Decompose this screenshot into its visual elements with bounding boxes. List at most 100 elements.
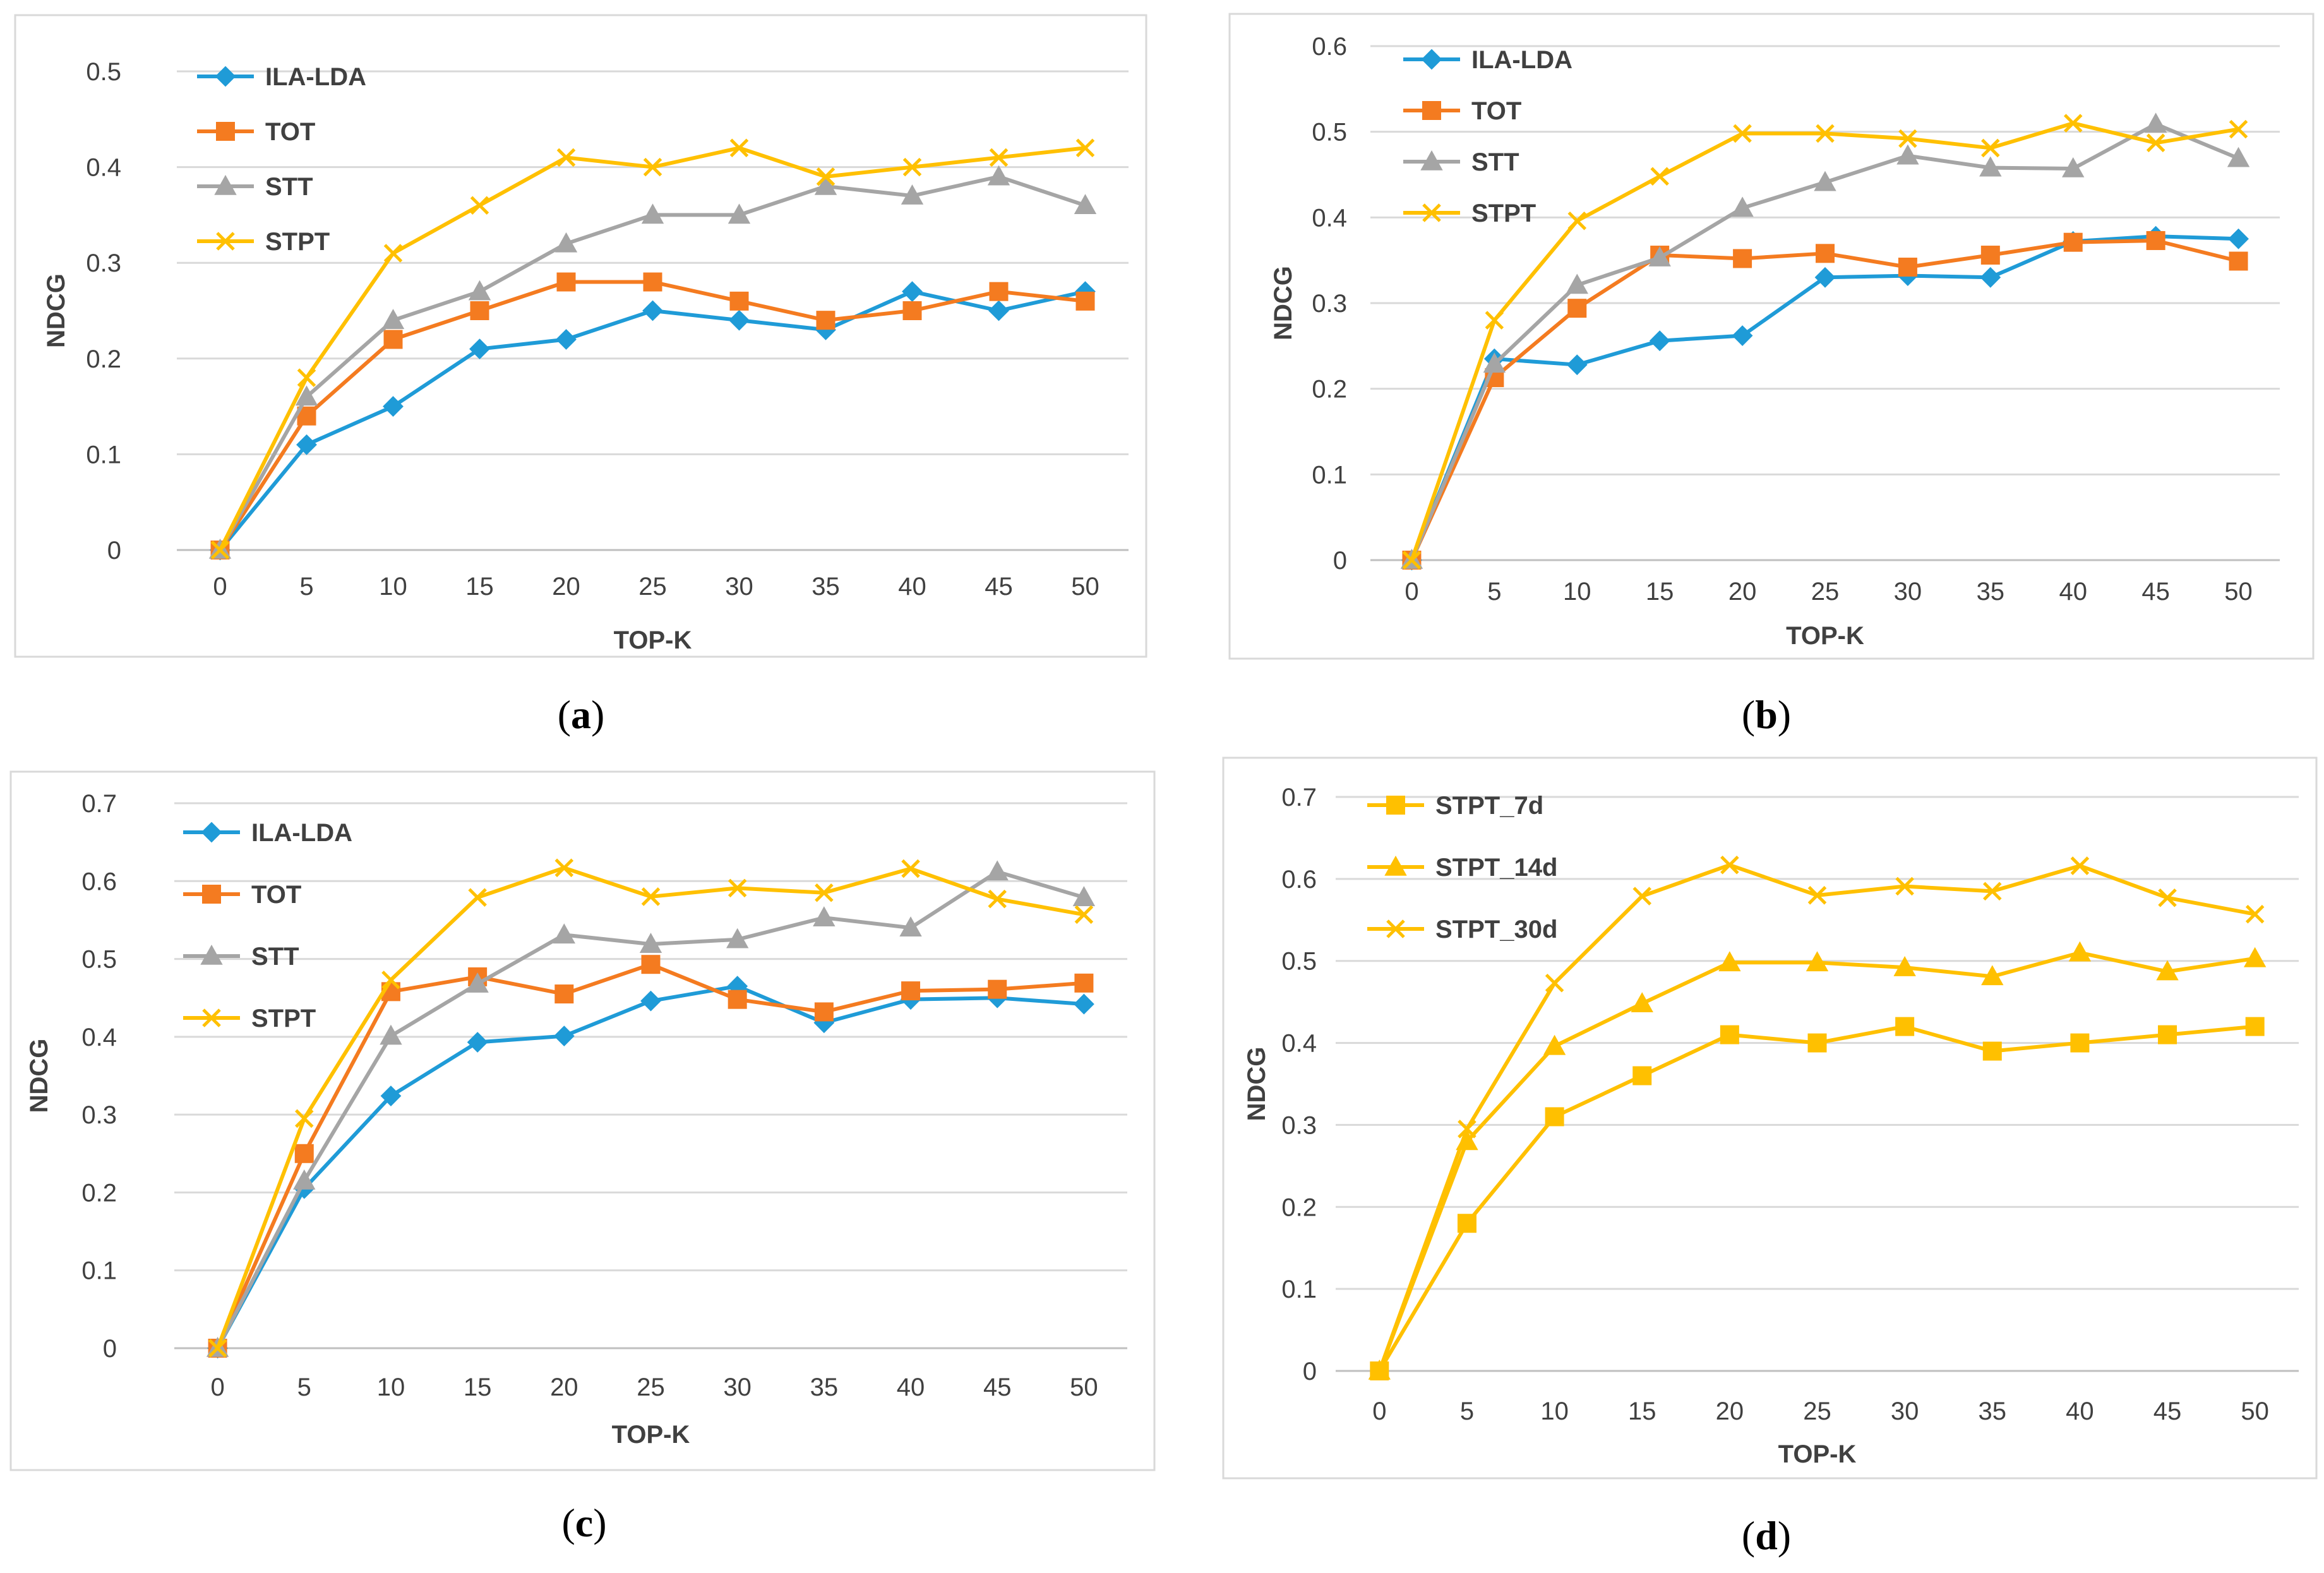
data-point xyxy=(728,990,747,1009)
y-tick-label: 0.4 xyxy=(86,154,121,182)
data-point xyxy=(1458,1120,1476,1139)
y-tick-label: 0 xyxy=(103,1335,117,1363)
data-point xyxy=(813,906,836,927)
x-tick-label: 45 xyxy=(985,573,1013,601)
caption-b: (b) xyxy=(1741,692,1792,737)
data-point xyxy=(1733,124,1752,143)
data-point xyxy=(2158,1025,2177,1044)
y-tick-label: 0.3 xyxy=(1312,290,1347,318)
y-tick-label: 0 xyxy=(1303,1358,1317,1385)
x-tick-label: 30 xyxy=(725,573,753,601)
y-tick-label: 0.7 xyxy=(81,790,117,818)
data-point xyxy=(989,148,1009,167)
series-stpt xyxy=(208,858,1094,1358)
y-tick-label: 0.6 xyxy=(1312,33,1347,61)
data-point xyxy=(1545,974,1564,993)
data-point xyxy=(554,232,578,253)
data-point xyxy=(1814,170,1836,191)
data-point xyxy=(642,300,663,321)
y-tick-label: 0.3 xyxy=(86,249,121,277)
y-tick-label: 0.2 xyxy=(86,345,121,373)
data-point xyxy=(1983,882,2002,901)
x-tick-label: 50 xyxy=(2241,1397,2269,1425)
data-point xyxy=(554,858,574,878)
data-point xyxy=(1649,330,1670,352)
x-tick-label: 35 xyxy=(812,573,840,601)
data-point xyxy=(641,955,661,974)
chart-frame xyxy=(9,770,1156,1471)
legend-label: STT xyxy=(265,173,313,201)
legend-marker xyxy=(216,232,235,251)
data-point xyxy=(1402,551,1422,570)
caption-d: (d) xyxy=(1741,1513,1792,1558)
data-point xyxy=(1075,291,1095,311)
data-point xyxy=(1980,266,2001,288)
data-point xyxy=(467,1032,488,1053)
data-point xyxy=(1718,951,1741,972)
caption-c: (c) xyxy=(561,1500,607,1545)
x-tick-label: 50 xyxy=(1071,573,1099,601)
legend-marker xyxy=(202,885,221,904)
data-point xyxy=(728,878,747,898)
x-tick-label: 5 xyxy=(1460,1397,1474,1425)
x-tick-label: 40 xyxy=(2059,578,2087,606)
data-point xyxy=(814,1002,834,1022)
data-point xyxy=(1073,993,1094,1015)
data-point xyxy=(729,291,749,311)
series-stt xyxy=(208,165,1097,559)
data-point xyxy=(553,923,576,944)
x-tick-label: 30 xyxy=(1894,578,1922,606)
x-axis-label: TOP-K xyxy=(1778,1440,1857,1468)
data-point xyxy=(1632,1066,1652,1086)
y-tick-label: 0.5 xyxy=(86,58,121,86)
x-tick-label: 5 xyxy=(297,1373,311,1401)
x-axis-label: TOP-K xyxy=(612,1421,690,1449)
x-tick-label: 40 xyxy=(897,1373,925,1401)
x-tick-label: 15 xyxy=(465,573,494,601)
legend-entry: STPT xyxy=(197,228,330,256)
legend-marker xyxy=(215,66,236,87)
data-point xyxy=(1806,951,1829,972)
legend-entry: STPT_30d xyxy=(1367,916,1557,943)
y-tick-label: 0.6 xyxy=(81,868,117,895)
x-tick-label: 15 xyxy=(1628,1397,1656,1425)
data-point xyxy=(816,311,836,330)
data-point xyxy=(296,434,317,455)
data-point xyxy=(902,301,922,320)
y-axis-label: NDCG xyxy=(25,1039,53,1113)
y-axis-label: NDCG xyxy=(1243,1047,1271,1121)
data-point xyxy=(641,203,664,224)
data-point xyxy=(1485,311,1504,330)
data-point xyxy=(1982,1041,2002,1061)
data-point xyxy=(554,984,574,1004)
data-point xyxy=(1720,1025,1739,1044)
y-tick-label: 0.4 xyxy=(1312,204,1347,232)
y-tick-label: 0.2 xyxy=(1281,1193,1317,1221)
chart-d-svg: 0 0.1 0.2 0.3 0.4 0.5 0.6 0.7 0 5 10 15 20 25 30 35 40 45… xyxy=(1222,757,2318,1480)
data-point xyxy=(383,330,403,349)
data-point xyxy=(2144,112,2167,133)
data-point xyxy=(899,916,922,937)
legend-entry: ILA-LDA xyxy=(1403,46,1572,74)
data-point xyxy=(553,1026,575,1047)
x-tick-label: 25 xyxy=(638,573,667,601)
legend-entry: STT xyxy=(183,943,299,971)
x-tick-label: 50 xyxy=(2224,578,2253,606)
data-point xyxy=(1807,1033,1827,1053)
y-tick-label: 0 xyxy=(1333,547,1347,575)
x-tick-label: 10 xyxy=(377,1373,405,1401)
legend-label: ILA-LDA xyxy=(1471,46,1572,74)
x-axis-label: TOP-K xyxy=(1786,622,1864,650)
data-point xyxy=(1483,352,1506,373)
x-tick-label: 20 xyxy=(550,1373,578,1401)
data-point xyxy=(2063,114,2083,133)
data-point xyxy=(1816,244,1835,263)
data-point xyxy=(729,309,750,331)
y-tick-label: 0.2 xyxy=(1312,376,1347,404)
data-point xyxy=(1807,886,1827,905)
legend-label: TOT xyxy=(251,881,301,909)
legend-label: STPT xyxy=(1471,200,1536,227)
data-point xyxy=(639,933,662,953)
data-point xyxy=(1074,194,1097,215)
legend-entry: TOT xyxy=(183,881,301,909)
